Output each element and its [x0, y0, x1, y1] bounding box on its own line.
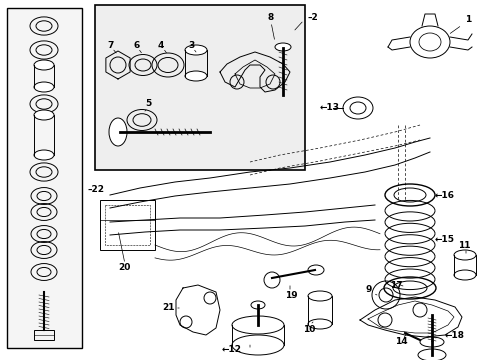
Ellipse shape: [34, 60, 54, 70]
Text: –22: –22: [88, 185, 105, 194]
Text: 10: 10: [303, 325, 315, 334]
Text: 6: 6: [133, 40, 139, 49]
Ellipse shape: [453, 250, 475, 260]
Ellipse shape: [307, 291, 331, 301]
Text: ←18: ←18: [444, 330, 464, 339]
Bar: [95, 5, 305, 170]
Text: –2: –2: [306, 13, 317, 22]
Bar: [7, 8, 82, 348]
Ellipse shape: [453, 270, 475, 280]
Text: 1: 1: [464, 15, 470, 24]
Bar: [105, 205, 150, 245]
Text: 7: 7: [107, 40, 113, 49]
Text: ←16: ←16: [434, 190, 454, 199]
Ellipse shape: [184, 71, 206, 81]
Bar: [100, 200, 155, 250]
Text: ←12: ←12: [222, 346, 242, 355]
Text: ←15: ←15: [434, 235, 454, 244]
Ellipse shape: [34, 110, 54, 120]
Ellipse shape: [109, 118, 127, 146]
Ellipse shape: [231, 316, 284, 334]
Text: 5: 5: [145, 99, 151, 108]
Bar: [34, 330, 54, 340]
Ellipse shape: [34, 150, 54, 160]
Text: 11: 11: [457, 240, 469, 249]
Ellipse shape: [184, 45, 206, 55]
Ellipse shape: [231, 335, 284, 355]
Text: 19: 19: [285, 291, 297, 300]
Ellipse shape: [307, 319, 331, 329]
Text: 4: 4: [158, 40, 164, 49]
Ellipse shape: [34, 82, 54, 92]
Ellipse shape: [250, 301, 264, 309]
Ellipse shape: [274, 43, 290, 51]
Text: 3: 3: [187, 40, 194, 49]
Text: 8: 8: [266, 13, 273, 22]
Text: ←13: ←13: [319, 104, 339, 112]
Text: 21: 21: [162, 303, 174, 312]
Text: 17: 17: [389, 280, 402, 289]
Text: 14: 14: [394, 338, 407, 346]
Text: 20: 20: [118, 264, 130, 273]
Text: 9: 9: [365, 285, 372, 294]
